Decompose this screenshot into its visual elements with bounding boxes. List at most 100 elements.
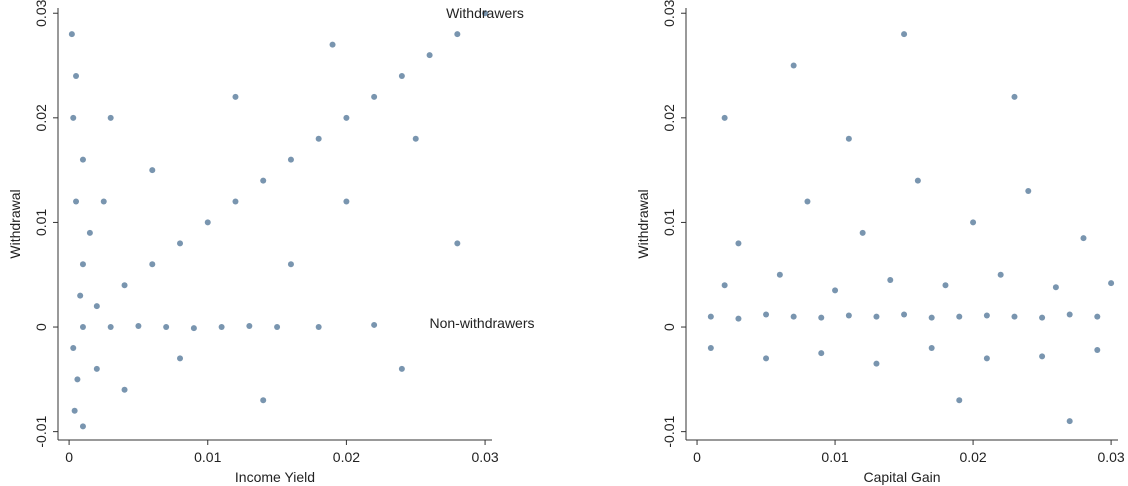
y-axis-title: Withdrawal [635,189,651,258]
point [873,360,880,367]
point [804,198,811,205]
point [77,292,84,299]
point [983,355,990,362]
point [859,229,866,236]
point [721,114,728,121]
point [149,261,156,268]
point [86,229,93,236]
point [343,198,350,205]
point [398,72,405,79]
point [163,324,170,331]
y-tick-label: 0 [661,323,677,331]
y-tick-label: 0.02 [661,104,677,131]
point [707,313,714,320]
point [901,311,908,318]
point [1025,188,1032,195]
point [79,324,86,331]
point [79,261,86,268]
point [454,240,461,247]
point [398,365,405,372]
point [873,313,880,320]
point [1066,418,1073,425]
point [997,271,1004,278]
point [1039,353,1046,360]
point [73,198,80,205]
point [832,287,839,294]
point [482,10,489,17]
y-tick-label: -0.01 [33,415,49,447]
point [845,312,852,319]
point [735,315,742,322]
point [1011,93,1018,100]
point [928,314,935,321]
point [100,198,107,205]
x-tick-label: 0.03 [1097,449,1124,465]
point [79,156,86,163]
x-tick-label: 0.01 [194,449,221,465]
y-tick-label: 0.03 [33,0,49,27]
x-tick-label: 0.01 [821,449,848,465]
annotation: Withdrawers [446,5,524,21]
x-tick-label: 0 [65,449,73,465]
x-tick-label: 0.02 [959,449,986,465]
point [371,93,378,100]
point [79,423,86,430]
x-tick-label: 0.03 [471,449,498,465]
point [287,156,294,163]
point [135,322,142,329]
point [983,312,990,319]
point [232,198,239,205]
point [68,31,75,38]
annotation: Non-withdrawers [429,315,534,331]
point [287,261,294,268]
point [1039,314,1046,321]
point [735,240,742,247]
point [71,407,78,414]
point [1108,280,1115,287]
y-tick-label: 0.03 [661,0,677,27]
point [70,114,77,121]
point [412,135,419,142]
point [1094,347,1101,354]
point [93,365,100,372]
point [928,344,935,351]
point [901,31,908,38]
point [707,344,714,351]
point [260,177,267,184]
point [73,72,80,79]
point [107,324,114,331]
point [190,325,197,332]
y-tick-label: 0.01 [661,209,677,236]
x-tick-label: 0.02 [333,449,360,465]
point [149,167,156,174]
point [790,313,797,320]
point [343,114,350,121]
point [956,313,963,320]
point [70,344,77,351]
point [121,386,128,393]
point [763,355,770,362]
point [1011,313,1018,320]
point [956,397,963,404]
point [887,276,894,283]
point [315,135,322,142]
point [177,240,184,247]
point [218,324,225,331]
point [1080,235,1087,242]
x-tick-label: 0 [693,449,701,465]
point [845,135,852,142]
point [204,219,211,226]
point [74,376,81,383]
point [818,314,825,321]
point [93,303,100,310]
point [1094,313,1101,320]
point [914,177,921,184]
point [763,311,770,318]
point [776,271,783,278]
point [329,41,336,48]
y-tick-label: 0.01 [33,209,49,236]
point [1066,311,1073,318]
point [818,350,825,357]
point [232,93,239,100]
